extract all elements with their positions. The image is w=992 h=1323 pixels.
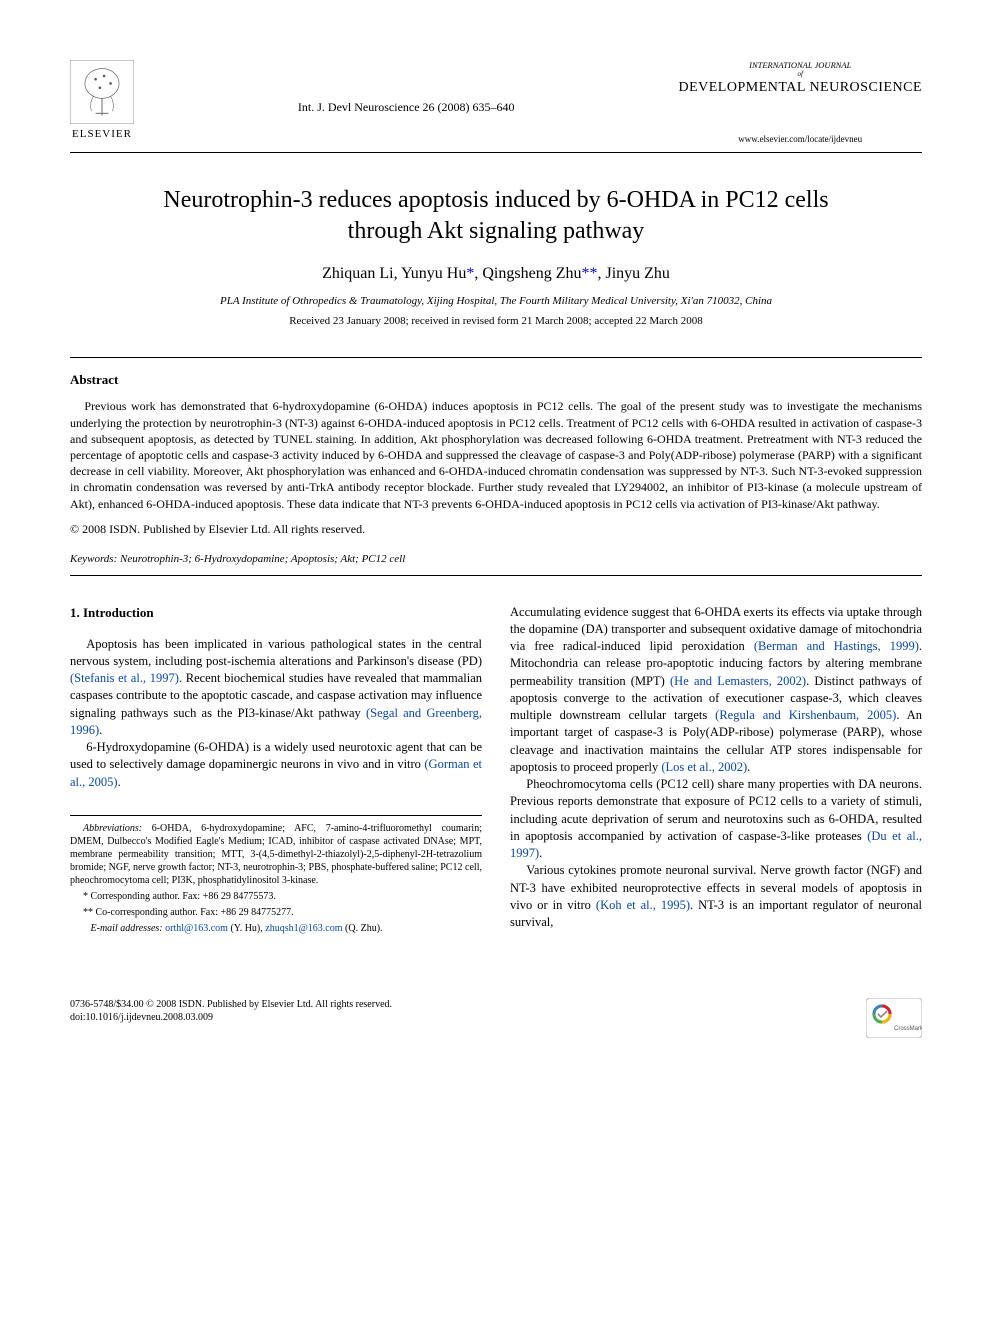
section-heading: 1. Introduction (70, 604, 482, 622)
citation-link[interactable]: (Berman and Hastings, 1999) (754, 639, 919, 653)
body-paragraph: Apoptosis has been implicated in various… (70, 636, 482, 740)
keywords-label: Keywords: (70, 553, 117, 565)
article-title: Neurotrophin-3 reduces apoptosis induced… (130, 185, 862, 247)
corr-mark[interactable]: * (466, 265, 474, 282)
page-header: ELSEVIER Int. J. Devl Neuroscience 26 (2… (70, 60, 922, 153)
left-column: 1. Introduction Apoptosis has been impli… (70, 604, 482, 938)
text-run: . (99, 723, 102, 737)
journal-url[interactable]: www.elsevier.com/locate/ijdevneu (678, 134, 922, 144)
text-run: . (118, 775, 121, 789)
journal-of: of (678, 70, 922, 78)
publisher-logo: ELSEVIER (70, 60, 134, 140)
corr-mark[interactable]: ** (581, 265, 597, 282)
body-paragraph: Various cytokines promote neuronal survi… (510, 862, 922, 931)
copyright-line: © 2008 ISDN. Published by Elsevier Ltd. … (70, 522, 922, 537)
journal-intl: INTERNATIONAL JOURNAL (678, 60, 922, 70)
citation-link[interactable]: (Regula and Kirshenbaum, 2005) (715, 708, 896, 722)
body-paragraph: Pheochromocytoma cells (PC12 cell) share… (510, 776, 922, 862)
text-run: (Q. Zhu). (343, 923, 383, 934)
journal-reference: Int. J. Devl Neuroscience 26 (2008) 635–… (134, 60, 678, 115)
article-dates: Received 23 January 2008; received in re… (70, 315, 922, 327)
citation-link[interactable]: (Stefanis et al., 1997) (70, 671, 179, 685)
page-footer: 0736-5748/$34.00 © 2008 ISDN. Published … (0, 998, 992, 1061)
crossmark-badge[interactable]: CrossMark (866, 998, 922, 1041)
journal-title-box: INTERNATIONAL JOURNAL of DEVELOPMENTAL N… (678, 60, 922, 144)
body-paragraph: 6-Hydroxydopamine (6-OHDA) is a widely u… (70, 739, 482, 791)
svg-text:CrossMark: CrossMark (894, 1026, 922, 1032)
body-paragraph: Accumulating evidence suggest that 6-OHD… (510, 604, 922, 777)
text-run: (Y. Hu), (228, 923, 265, 934)
author-list: Zhiquan Li, Yunyu Hu*, Qingsheng Zhu**, … (70, 265, 922, 283)
rule (70, 357, 922, 358)
author: Qingsheng Zhu (482, 265, 581, 282)
footer-left: 0736-5748/$34.00 © 2008 ISDN. Published … (70, 998, 392, 1041)
journal-main-title: DEVELOPMENTAL NEUROSCIENCE (678, 80, 922, 96)
author: Yunyu Hu (401, 265, 466, 282)
affiliation: PLA Institute of Othropedics & Traumatol… (70, 295, 922, 307)
citation-link[interactable]: (He and Lemasters, 2002) (670, 674, 806, 688)
email-label: E-mail addresses: (91, 923, 163, 934)
email-link[interactable]: orthl@163.com (165, 923, 228, 934)
author: Zhiquan Li (322, 265, 394, 282)
email-line: E-mail addresses: orthl@163.com (Y. Hu),… (70, 922, 482, 935)
abstract-section: Abstract Previous work has demonstrated … (70, 372, 922, 511)
section-divider (70, 575, 922, 576)
doi: doi:10.1016/j.ijdevneu.2008.03.009 (70, 1011, 392, 1024)
corresponding-author: * Corresponding author. Fax: +86 29 8477… (70, 890, 482, 903)
keywords-text: Neurotrophin-3; 6-Hydroxydopamine; Apopt… (117, 553, 405, 565)
abstract-text: Previous work has demonstrated that 6-hy… (70, 398, 922, 511)
text-run: Pheochromocytoma cells (PC12 cell) share… (510, 777, 922, 843)
text-run: . (747, 760, 750, 774)
text-run: 6-Hydroxydopamine (6-OHDA) is a widely u… (70, 740, 482, 771)
body-columns: 1. Introduction Apoptosis has been impli… (70, 604, 922, 938)
author: Jinyu Zhu (605, 265, 669, 282)
email-link[interactable]: zhuqsh1@163.com (265, 923, 342, 934)
abstract-heading: Abstract (70, 372, 922, 388)
publisher-name: ELSEVIER (72, 128, 132, 140)
abbreviations: Abbreviations: 6-OHDA, 6-hydroxydopamine… (70, 822, 482, 887)
citation-link[interactable]: (Los et al., 2002) (661, 760, 747, 774)
right-column: Accumulating evidence suggest that 6-OHD… (510, 604, 922, 938)
elsevier-tree-icon (70, 60, 134, 124)
co-corresponding-author: ** Co-corresponding author. Fax: +86 29 … (70, 906, 482, 919)
footnotes: Abbreviations: 6-OHDA, 6-hydroxydopamine… (70, 815, 482, 935)
citation-link[interactable]: (Koh et al., 1995) (596, 898, 690, 912)
text-run: Apoptosis has been implicated in various… (70, 637, 482, 668)
crossmark-icon: CrossMark (866, 998, 922, 1038)
issn-copyright: 0736-5748/$34.00 © 2008 ISDN. Published … (70, 998, 392, 1011)
keywords: Keywords: Neurotrophin-3; 6-Hydroxydopam… (70, 553, 922, 565)
abbrev-label: Abbreviations: (83, 823, 142, 834)
text-run: . (539, 846, 542, 860)
